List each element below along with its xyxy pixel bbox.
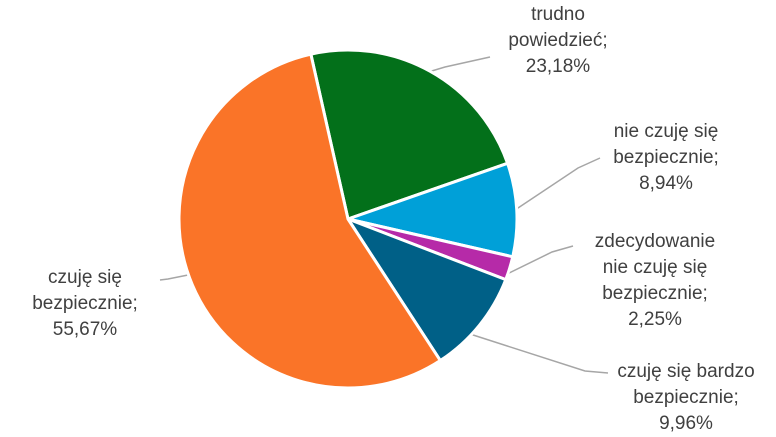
- leader-line-czuje-sie-bezpiecznie: [159, 274, 189, 281]
- slice-label-czuje-sie-bezpiecznie: czuję się bezpiecznie; 55,67%: [32, 267, 138, 340]
- slice-label-bardzo-bezpiecznie: czuję się bardzo bezpiecznie; 9,96%: [617, 361, 755, 434]
- slice-label-trudno-powiedziec: trudno powiedzieć; 23,18%: [508, 4, 608, 77]
- pie-slice-trudno-powiedziec: [309, 48, 510, 221]
- pie-slice-czuje-sie-bezpiecznie: [177, 52, 442, 390]
- leader-line-trudno-powiedziec: [424, 56, 491, 74]
- slice-label-zdecydowanie-nie: zdecydowanie nie czuję się bezpiecznie; …: [594, 231, 716, 330]
- leader-line-zdecydowanie-nie-czuje-sie-bezpiecznie: [504, 245, 574, 276]
- pie-slice-nie-czuje-sie-bezpiecznie: [346, 161, 519, 259]
- leader-line-czuje-sie-bardzo-bezpiecznie: [469, 333, 609, 374]
- pie-slice-czuje-sie-bardzo-bezpiecznie: [346, 217, 508, 363]
- slice-label-nie-czuje-sie: nie czuję się bezpiecznie; 8,94%: [613, 121, 719, 194]
- leader-line-nie-czuje-sie-bezpiecznie: [511, 157, 601, 213]
